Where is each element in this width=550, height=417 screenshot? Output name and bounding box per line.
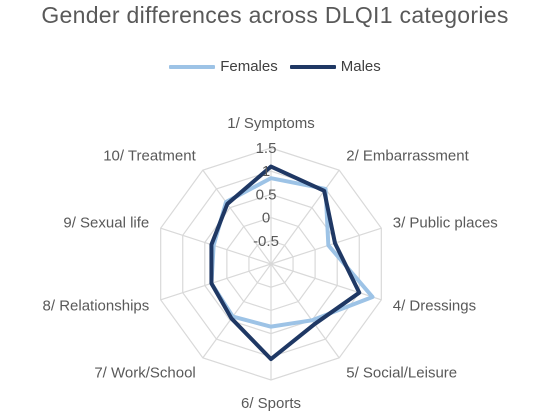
chart-title: Gender differences across DLQI1 categori… xyxy=(41,2,509,28)
grid-spoke xyxy=(160,227,272,265)
grid-spoke xyxy=(202,263,272,359)
grid-spoke xyxy=(270,227,382,265)
category-label: 3/ Public places xyxy=(393,215,498,232)
legend-swatch-males xyxy=(289,64,336,69)
grid-spoke xyxy=(270,263,340,359)
grid-spoke xyxy=(270,169,340,265)
legend: Females Males xyxy=(0,58,550,75)
category-label: 2/ Embarrassment xyxy=(346,148,469,165)
category-label: 10/ Treatment xyxy=(103,148,196,165)
grid-spoke xyxy=(160,263,272,301)
legend-label-females: Females xyxy=(220,58,278,75)
category-label: 1/ Symptoms xyxy=(227,115,315,132)
legend-item-females: Females xyxy=(169,58,278,75)
tick-label: -0.5 xyxy=(253,233,279,250)
grid-spoke xyxy=(270,263,382,301)
legend-item-males: Males xyxy=(289,58,381,75)
category-label: 4/ Dressings xyxy=(393,297,476,314)
legend-label-males: Males xyxy=(340,58,381,75)
grid-spoke xyxy=(202,169,272,265)
tick-label: 1.5 xyxy=(256,140,277,157)
category-label: 9/ Sexual life xyxy=(63,215,149,232)
category-label: 7/ Work/School xyxy=(94,364,195,381)
category-label: 5/ Social/Leisure xyxy=(346,364,457,381)
tick-label: 1 xyxy=(262,163,270,180)
series-line-males xyxy=(209,164,362,362)
tick-label: 0 xyxy=(262,210,270,227)
legend-swatch-females xyxy=(169,64,216,69)
category-label: 8/ Relationships xyxy=(43,297,150,314)
tick-label: 0.5 xyxy=(256,186,277,203)
category-label: 6/ Sports xyxy=(241,395,301,412)
